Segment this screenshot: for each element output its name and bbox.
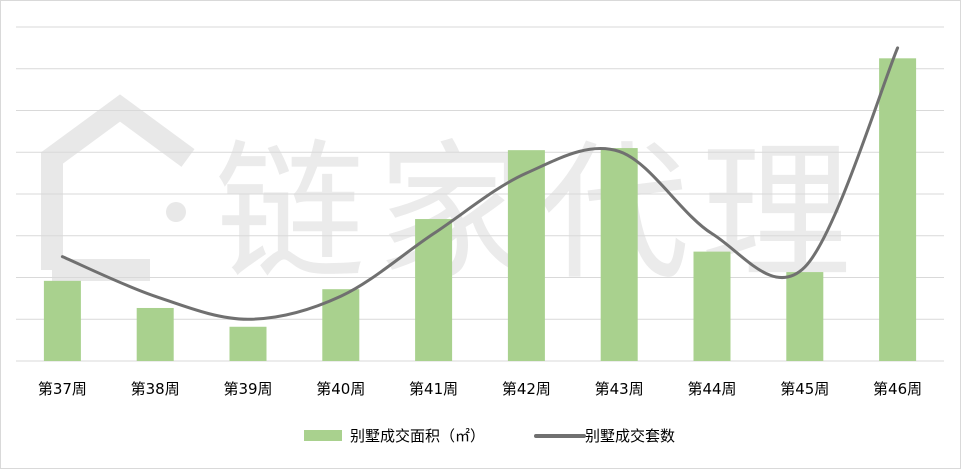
bar [507,150,545,361]
x-tick-label: 第45周 [780,380,829,398]
bar [136,307,174,361]
x-axis-labels: 第37周 第38周 第39周 第40周 第41周 第42周 第43周 第44周 第45周 第46周 [38,380,922,398]
house-outline-icon [41,94,195,281]
bar [879,58,917,361]
legend: 别墅成交面积（㎡） 别墅成交套数 [304,427,675,445]
x-tick-label: 第43周 [595,380,644,398]
line-path [60,46,900,321]
bar-series [43,58,917,361]
x-tick-label: 第41周 [409,380,458,398]
x-tick-label: 第42周 [502,380,551,398]
bar [786,272,824,361]
legend-bar-swatch [304,430,342,441]
bar [693,251,731,361]
x-tick-label: 第46周 [873,380,922,398]
legend-bar-label: 别墅成交面积（㎡） [350,427,485,445]
bar [229,326,267,361]
x-tick-label: 第39周 [223,380,272,398]
bar [43,280,81,361]
x-tick-label: 第38周 [131,380,180,398]
x-tick-label: 第44周 [687,380,736,398]
x-tick-label: 第40周 [316,380,365,398]
x-tick-label: 第37周 [38,380,87,398]
legend-line-label: 别墅成交套数 [585,427,675,445]
bar [600,148,638,361]
line-series [60,46,900,321]
